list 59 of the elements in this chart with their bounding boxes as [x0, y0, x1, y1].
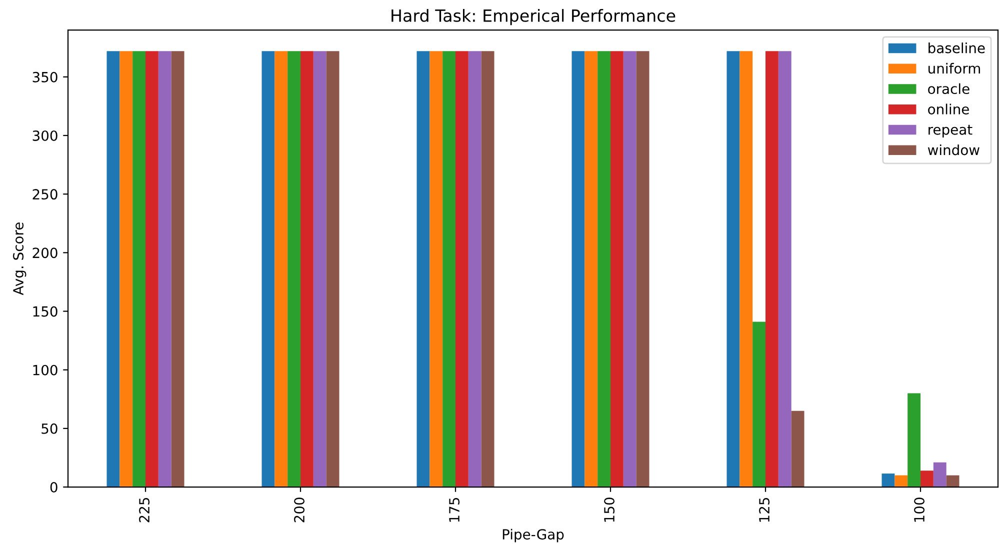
- bar: [171, 51, 184, 488]
- bar: [894, 475, 908, 488]
- y-tick-label: 0: [50, 482, 58, 493]
- x-tick-label: 100: [914, 498, 925, 522]
- bar: [468, 51, 482, 488]
- bar: [572, 51, 585, 488]
- bar: [778, 51, 792, 488]
- bar: [882, 474, 895, 488]
- legend-label: baseline: [928, 42, 985, 54]
- y-tick-label: 300: [32, 130, 58, 141]
- bar: [300, 51, 314, 488]
- legend-label: window: [928, 144, 980, 156]
- y-tick-label: 50: [42, 423, 58, 434]
- legend-label: uniform: [928, 62, 980, 74]
- bar: [623, 51, 636, 488]
- bar: [288, 51, 300, 488]
- bar: [908, 393, 920, 488]
- bar: [146, 51, 158, 488]
- bar: [416, 51, 430, 488]
- y-tick-label: 100: [33, 364, 58, 376]
- bar: [274, 51, 288, 488]
- chart-title: Hard Task: Emperical Performance: [392, 9, 676, 26]
- x-tick-label: 150: [604, 498, 615, 522]
- bar: [740, 51, 753, 488]
- bar: [481, 51, 494, 488]
- y-tick-label: 150: [33, 306, 58, 317]
- bar: [326, 51, 340, 488]
- y-tick-label: 200: [32, 248, 58, 258]
- bar: [610, 51, 624, 488]
- y-axis-title: Avg. Score: [13, 222, 26, 296]
- bar: [456, 51, 468, 488]
- x-tick-label: 225: [139, 498, 150, 522]
- bar: [442, 51, 456, 488]
- legend-label: repeat: [928, 124, 972, 138]
- bar: [791, 410, 804, 488]
- bar: [120, 51, 133, 488]
- bar: [584, 51, 598, 488]
- bar: [766, 51, 778, 488]
- bar: [313, 51, 326, 488]
- bar: [752, 322, 766, 488]
- legend-label: oracle: [928, 83, 970, 94]
- x-tick-label: 175: [449, 498, 460, 522]
- bar: [158, 51, 172, 488]
- bar: [430, 51, 443, 488]
- x-axis-title: Pipe-Gap: [502, 528, 564, 542]
- bar: [262, 51, 275, 488]
- y-tick-label: 250: [32, 189, 58, 200]
- legend-label: online: [928, 104, 969, 114]
- bar: [132, 51, 146, 488]
- bar: [726, 51, 740, 488]
- bar: [946, 475, 960, 488]
- bar: [636, 51, 650, 488]
- bar: [933, 462, 946, 488]
- bar: [598, 51, 610, 488]
- bar: [106, 51, 120, 488]
- y-tick-label: 350: [32, 72, 58, 82]
- bar: [920, 470, 934, 488]
- x-tick-label: 200: [294, 498, 305, 522]
- x-tick-label: 125: [759, 498, 770, 522]
